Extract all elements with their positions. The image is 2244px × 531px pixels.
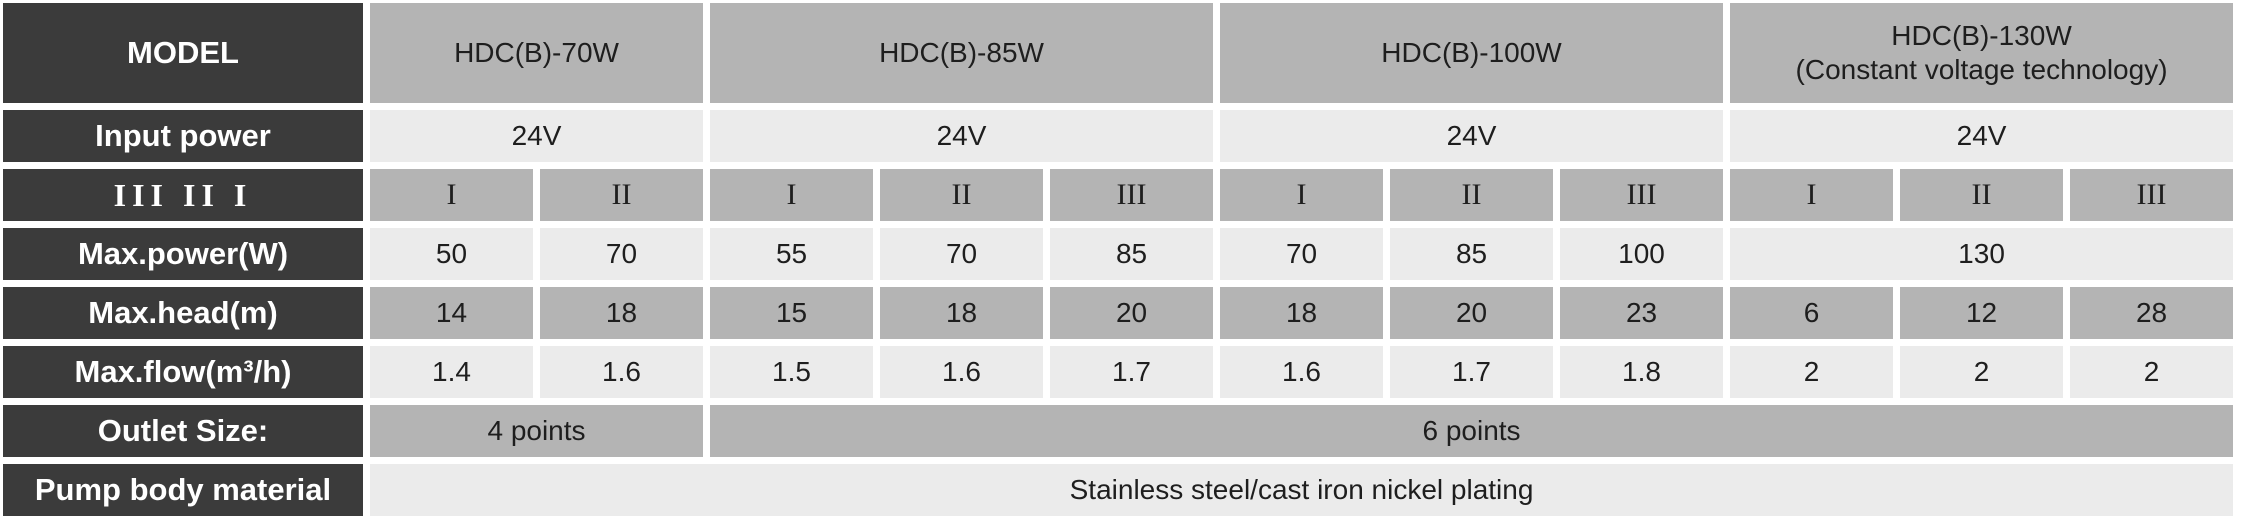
row-label-max-flow: Max.flow(m³/h) xyxy=(3,346,363,398)
max-power-cell-130w-merged: 130 xyxy=(1730,228,2234,280)
row-label-max-head: Max.head(m) xyxy=(3,287,363,339)
row-model: MODEL HDC(B)-70W HDC(B)-85W HDC(B)-100W … xyxy=(3,3,2234,103)
gear-cell: I xyxy=(1220,169,1384,221)
max-flow-cell: 2 xyxy=(1730,346,1894,398)
gear-cell: II xyxy=(1900,169,2064,221)
row-max-flow: Max.flow(m³/h) 1.4 1.6 1.5 1.6 1.7 1.6 1… xyxy=(3,346,2234,398)
gear-cell: III xyxy=(1050,169,1214,221)
row-label-input-power: Input power xyxy=(3,110,363,162)
max-flow-cell: 2 xyxy=(1900,346,2064,398)
max-head-cell: 18 xyxy=(1220,287,1384,339)
max-flow-cell: 1.4 xyxy=(370,346,533,398)
outlet-size-cell-6points: 6 points xyxy=(710,405,2234,457)
max-head-cell: 6 xyxy=(1730,287,1894,339)
max-power-cell: 70 xyxy=(1220,228,1384,280)
row-gears: III II I I II I II III I II III I II III xyxy=(3,169,2234,221)
row-input-power: Input power 24V 24V 24V 24V xyxy=(3,110,2234,162)
max-flow-cell: 1.6 xyxy=(540,346,704,398)
row-max-head: Max.head(m) 14 18 15 18 20 18 20 23 6 12… xyxy=(3,287,2234,339)
gear-cell: III xyxy=(1560,169,1724,221)
max-head-cell: 15 xyxy=(710,287,874,339)
model-cell-70w: HDC(B)-70W xyxy=(370,3,704,103)
row-label-max-power: Max.power(W) xyxy=(3,228,363,280)
model-cell-130w: HDC(B)-130W (Constant voltage technology… xyxy=(1730,3,2234,103)
row-label-outlet-size: Outlet Size: xyxy=(3,405,363,457)
max-flow-cell: 1.5 xyxy=(710,346,874,398)
gear-cell: III xyxy=(2070,169,2234,221)
max-head-cell: 28 xyxy=(2070,287,2234,339)
max-flow-cell: 1.6 xyxy=(880,346,1044,398)
row-label-gears: III II I xyxy=(3,169,363,221)
model-cell-85w: HDC(B)-85W xyxy=(710,3,1214,103)
model-name-85w: HDC(B)-85W xyxy=(879,37,1044,68)
max-power-cell: 50 xyxy=(370,228,533,280)
model-name-70w: HDC(B)-70W xyxy=(454,37,619,68)
max-head-cell: 12 xyxy=(1900,287,2064,339)
max-flow-cell: 1.7 xyxy=(1050,346,1214,398)
max-flow-cell: 2 xyxy=(2070,346,2234,398)
max-power-cell: 85 xyxy=(1050,228,1214,280)
row-pump-body-material: Pump body material Stainless steel/cast … xyxy=(3,464,2234,516)
outlet-size-cell-4points: 4 points xyxy=(370,405,704,457)
model-name-100w: HDC(B)-100W xyxy=(1381,37,1562,68)
row-label-model: MODEL xyxy=(3,3,363,103)
gear-cell: I xyxy=(370,169,533,221)
max-power-cell: 70 xyxy=(880,228,1044,280)
row-max-power: Max.power(W) 50 70 55 70 85 70 85 100 13… xyxy=(3,228,2234,280)
input-power-cell: 24V xyxy=(1220,110,1724,162)
row-label-pump-body-material: Pump body material xyxy=(3,464,363,516)
gear-cell: II xyxy=(1390,169,1554,221)
model-cell-100w: HDC(B)-100W xyxy=(1220,3,1724,103)
max-head-cell: 18 xyxy=(540,287,704,339)
max-flow-cell: 1.6 xyxy=(1220,346,1384,398)
gear-cell: II xyxy=(880,169,1044,221)
input-power-cell: 24V xyxy=(710,110,1214,162)
max-head-cell: 23 xyxy=(1560,287,1724,339)
max-head-cell: 14 xyxy=(370,287,533,339)
max-head-cell: 18 xyxy=(880,287,1044,339)
model-name-130w: HDC(B)-130W xyxy=(1891,20,2072,51)
input-power-cell: 24V xyxy=(1730,110,2234,162)
max-power-cell: 85 xyxy=(1390,228,1554,280)
max-head-cell: 20 xyxy=(1050,287,1214,339)
max-flow-cell: 1.8 xyxy=(1560,346,1724,398)
row-outlet-size: Outlet Size: 4 points 6 points xyxy=(3,405,2234,457)
max-power-cell: 100 xyxy=(1560,228,1724,280)
gear-cell: I xyxy=(710,169,874,221)
max-power-cell: 70 xyxy=(540,228,704,280)
input-power-cell: 24V xyxy=(370,110,704,162)
pump-body-material-cell: Stainless steel/cast iron nickel plating xyxy=(370,464,2234,516)
max-flow-cell: 1.7 xyxy=(1390,346,1554,398)
model-subtitle-130w: (Constant voltage technology) xyxy=(1795,54,2168,85)
max-power-cell: 55 xyxy=(710,228,874,280)
gear-cell: I xyxy=(1730,169,1894,221)
gear-cell: II xyxy=(540,169,704,221)
max-head-cell: 20 xyxy=(1390,287,1554,339)
